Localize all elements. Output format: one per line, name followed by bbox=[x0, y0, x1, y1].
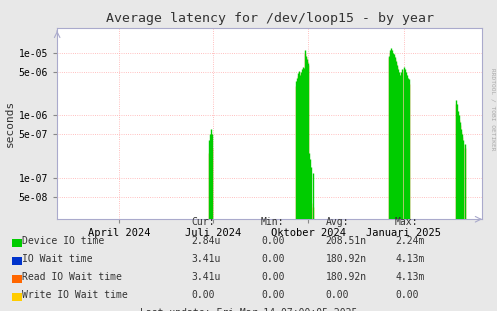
Text: 0.00: 0.00 bbox=[261, 254, 284, 264]
Text: 2.84u: 2.84u bbox=[191, 236, 221, 246]
Text: Read IO Wait time: Read IO Wait time bbox=[22, 272, 122, 282]
Text: Write IO Wait time: Write IO Wait time bbox=[22, 290, 128, 300]
Text: Avg:: Avg: bbox=[326, 217, 349, 227]
Text: 180.92n: 180.92n bbox=[326, 272, 367, 282]
Title: Average latency for /dev/loop15 - by year: Average latency for /dev/loop15 - by yea… bbox=[106, 12, 433, 26]
Text: 0.00: 0.00 bbox=[261, 272, 284, 282]
Text: IO Wait time: IO Wait time bbox=[22, 254, 93, 264]
Text: 0.00: 0.00 bbox=[326, 290, 349, 300]
Text: 4.13m: 4.13m bbox=[395, 272, 424, 282]
Text: 0.00: 0.00 bbox=[191, 290, 215, 300]
Text: 4.13m: 4.13m bbox=[395, 254, 424, 264]
Text: RRDTOOL / TOBI OETIKER: RRDTOOL / TOBI OETIKER bbox=[491, 67, 496, 150]
Text: 2.24m: 2.24m bbox=[395, 236, 424, 246]
Text: Min:: Min: bbox=[261, 217, 284, 227]
Text: Device IO time: Device IO time bbox=[22, 236, 104, 246]
Text: 3.41u: 3.41u bbox=[191, 254, 221, 264]
Text: 208.51n: 208.51n bbox=[326, 236, 367, 246]
Text: 0.00: 0.00 bbox=[261, 236, 284, 246]
Text: 180.92n: 180.92n bbox=[326, 254, 367, 264]
Text: 0.00: 0.00 bbox=[261, 290, 284, 300]
Text: Cur:: Cur: bbox=[191, 217, 215, 227]
Text: 3.41u: 3.41u bbox=[191, 272, 221, 282]
Y-axis label: seconds: seconds bbox=[4, 100, 14, 147]
Text: Last update: Fri Mar 14 07:00:05 2025: Last update: Fri Mar 14 07:00:05 2025 bbox=[140, 308, 357, 311]
Text: Max:: Max: bbox=[395, 217, 418, 227]
Text: 0.00: 0.00 bbox=[395, 290, 418, 300]
